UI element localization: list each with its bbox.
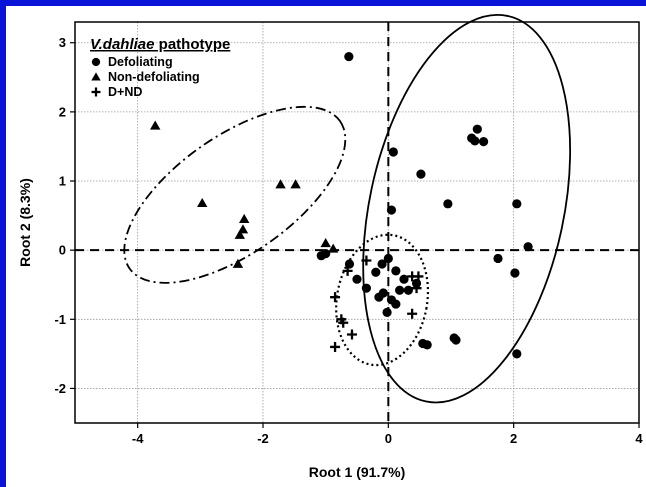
legend-title-rest: pathotype (154, 36, 230, 53)
circle-point (374, 292, 384, 302)
x-axis-label: Root 1 (91.7%) (309, 464, 405, 480)
legend-circle-marker (91, 57, 101, 67)
circle-point (383, 253, 393, 264)
circle-point (388, 147, 398, 157)
plus-point (407, 308, 418, 319)
x-tick-label: -2 (257, 431, 269, 446)
circle-point (493, 253, 503, 264)
plus-point (330, 292, 341, 303)
triangle-point (320, 238, 331, 248)
triangle-point (150, 120, 161, 130)
group-ellipses (123, 13, 572, 404)
x-tick-label: -4 (132, 431, 144, 446)
triangle-point (327, 243, 339, 253)
x-tick-label: 2 (510, 431, 517, 446)
legend-title: V.dahliae pathotype (90, 36, 230, 53)
circle-point (510, 268, 520, 278)
y-tick-label: 1 (59, 174, 66, 189)
legend-triangle-marker (91, 72, 101, 81)
legend-label: Non-defoliating (108, 70, 200, 84)
plus-point (330, 341, 341, 352)
circle-point (478, 137, 489, 147)
circle-point (344, 51, 354, 62)
plot-area (74, 21, 640, 424)
circle-point (512, 199, 522, 209)
triangle-point (197, 197, 208, 208)
circle-point (391, 266, 401, 276)
data-points (150, 51, 533, 359)
circle-point (386, 205, 397, 215)
y-axis-ticks: -2 -1 0 1 2 3 (54, 35, 75, 396)
triangle-point (290, 179, 301, 189)
x-axis-ticks: -4 -2 0 2 4 (132, 423, 643, 446)
y-tick-label: -2 (54, 381, 66, 396)
legend: V.dahliae pathotype DefoliatingNon-defol… (90, 36, 230, 99)
circle-point (470, 136, 480, 146)
triangle-point (239, 213, 250, 223)
circle-point (382, 307, 392, 317)
legend-plus-marker (91, 87, 101, 97)
plus-point (338, 317, 349, 328)
y-tick-label: -1 (54, 312, 66, 327)
circle-point (416, 169, 426, 179)
circle-point (451, 335, 461, 345)
circle-point (391, 299, 401, 309)
circle-point (377, 259, 387, 269)
legend-label: Defoliating (108, 55, 173, 69)
circle-point (443, 199, 453, 209)
ellipse-d-nd (335, 233, 430, 367)
circle-point (371, 267, 381, 277)
plus-point (413, 271, 424, 282)
circle-point (352, 274, 362, 284)
circle-point (523, 242, 533, 252)
plus-point (342, 265, 353, 276)
circle-point (344, 259, 355, 269)
circle-point (403, 285, 413, 295)
circle-point (321, 249, 331, 259)
y-tick-label: 0 (59, 243, 66, 258)
legend-title-italic: V.dahliae (90, 36, 154, 53)
circle-point (472, 124, 482, 134)
ellipse-non-defoliating (123, 105, 347, 284)
y-tick-label: 3 (59, 35, 66, 50)
circle-point (512, 349, 522, 359)
y-tick-label: 2 (59, 104, 66, 119)
x-tick-label: 4 (635, 431, 643, 446)
triangle-point (232, 258, 244, 268)
circle-point (395, 285, 405, 295)
circle-point (399, 274, 409, 284)
triangle-point (275, 179, 286, 189)
legend-label: D+ND (108, 85, 142, 99)
ellipse-defoliating (362, 13, 572, 404)
reference-lines (75, 22, 639, 423)
plus-point (411, 283, 422, 294)
y-axis-label: Root 2 (8.3%) (17, 178, 33, 267)
triangle-point (234, 229, 246, 239)
circle-point (422, 340, 432, 350)
plus-point (361, 255, 372, 266)
circle-point (361, 283, 371, 293)
x-tick-label: 0 (385, 431, 392, 446)
plus-point (346, 329, 357, 340)
